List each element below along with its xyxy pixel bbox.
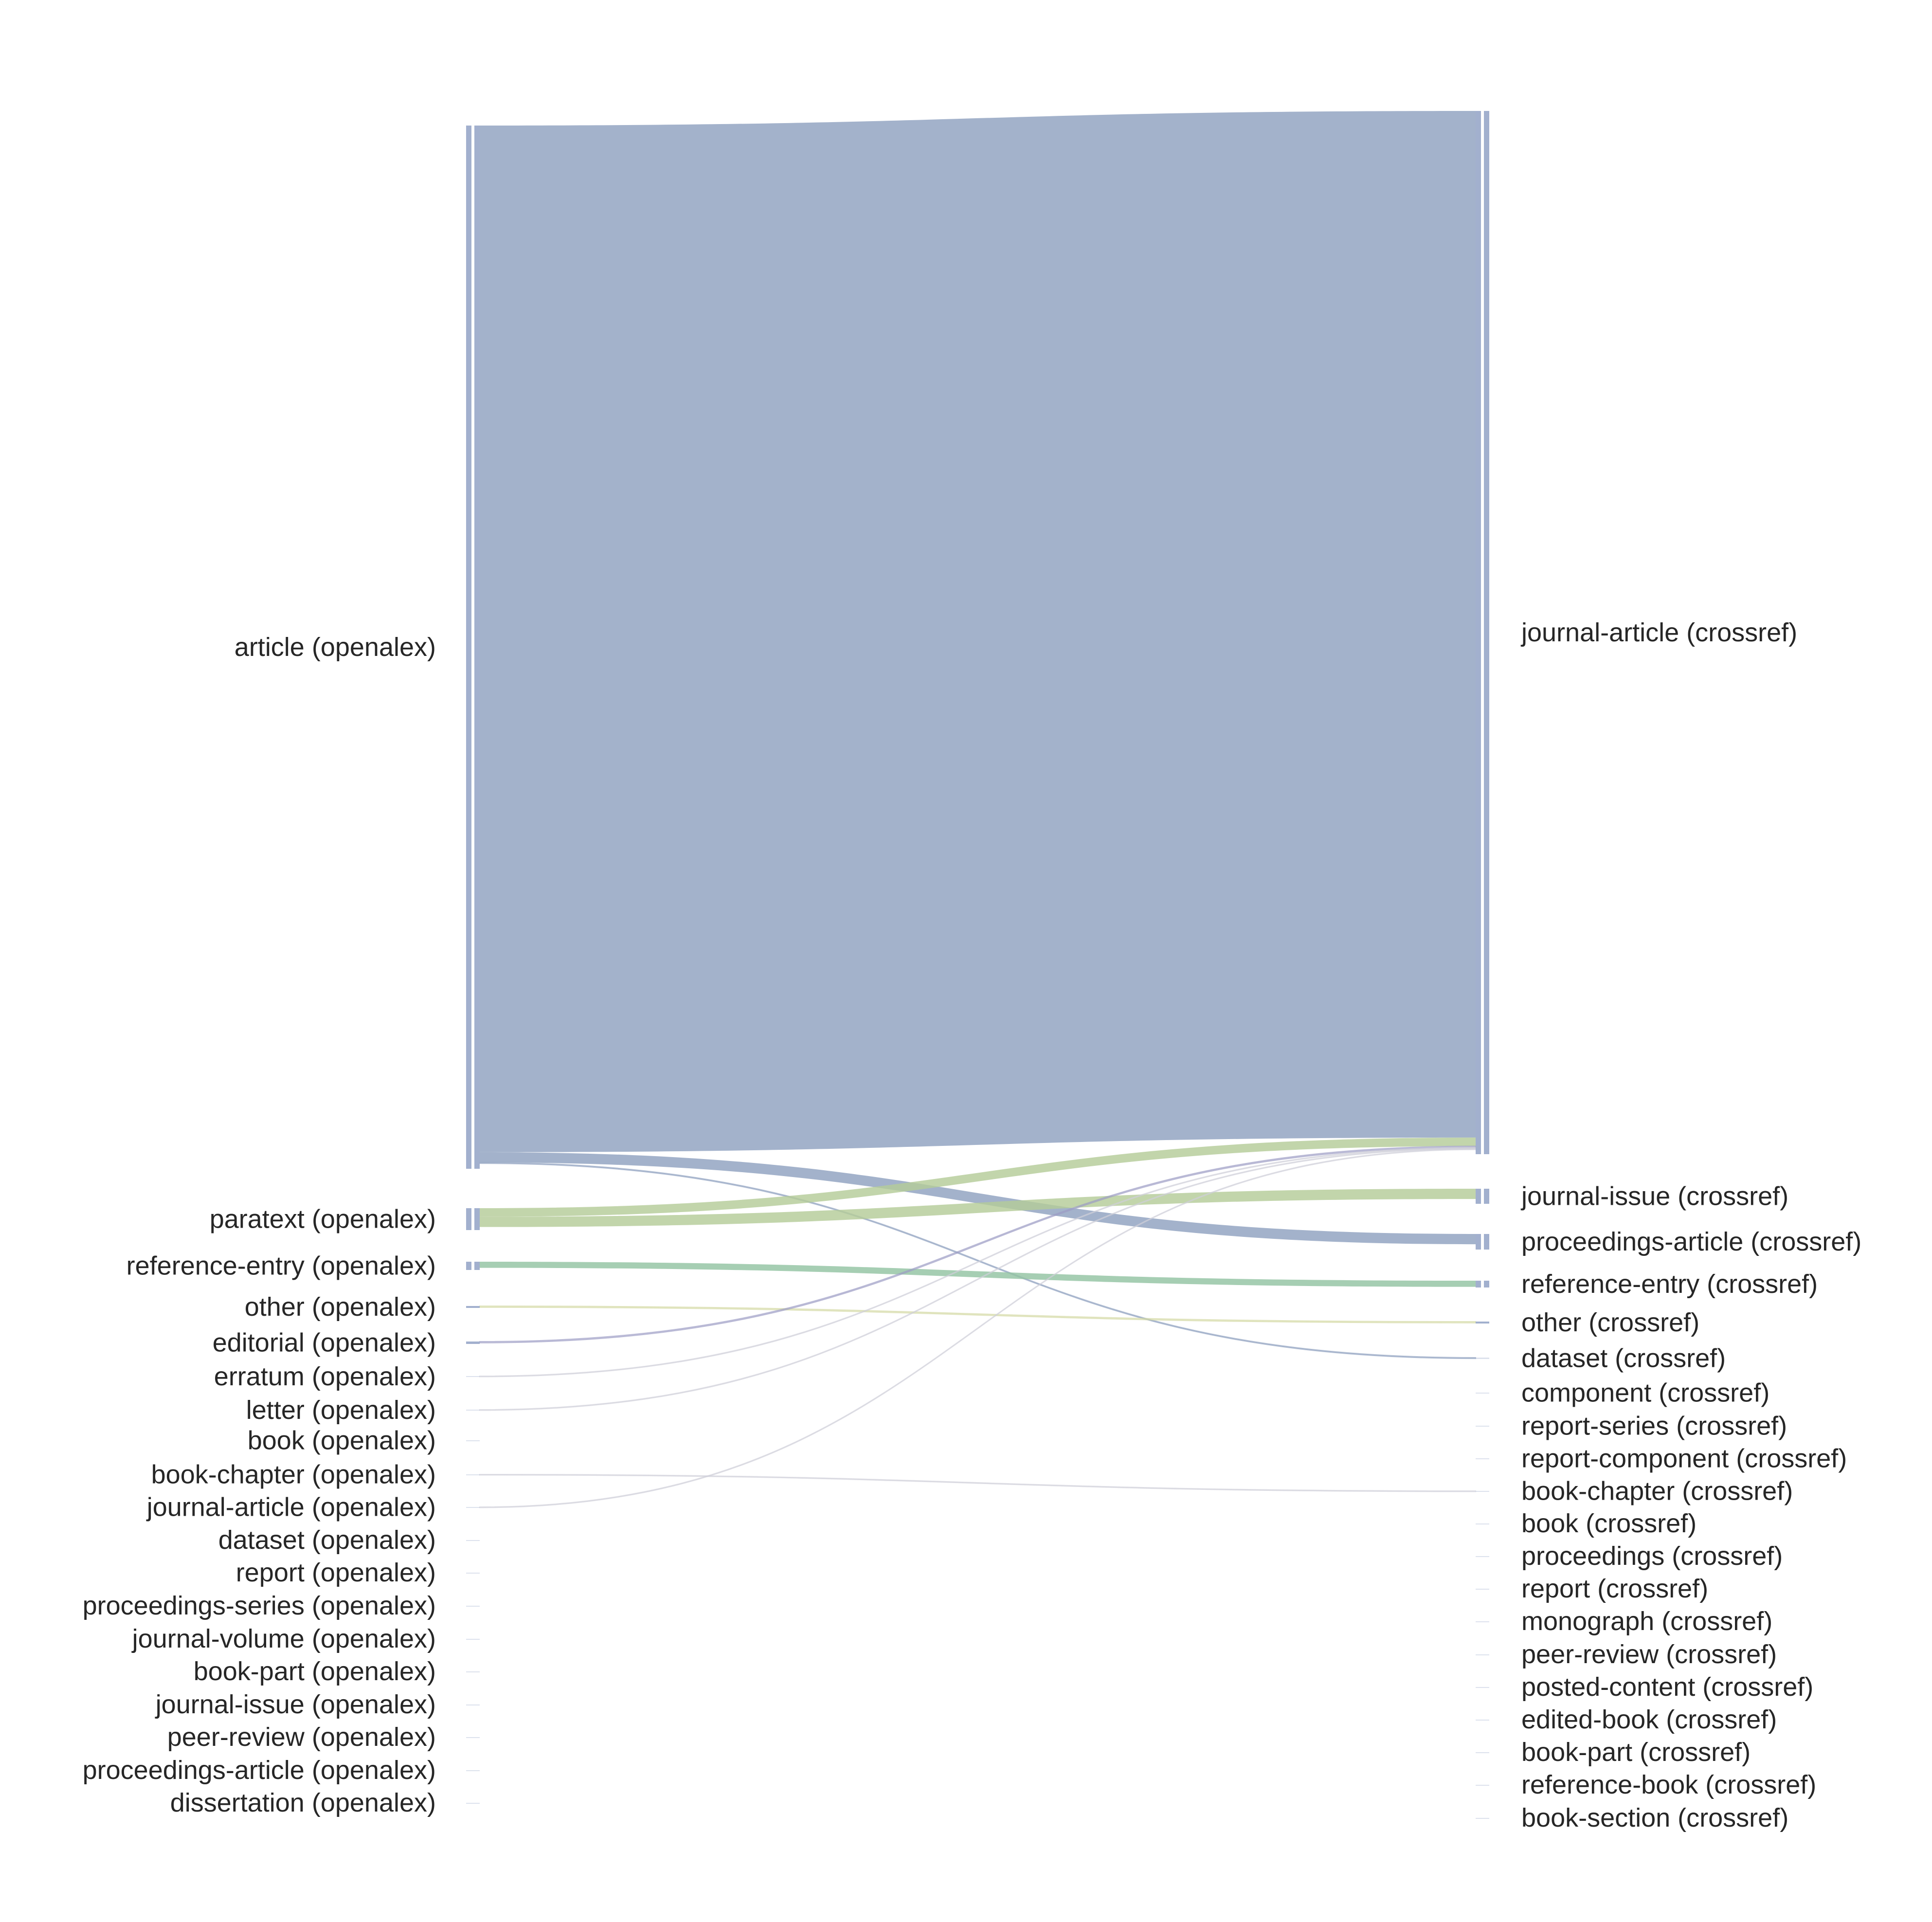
- target-node-dataset: [1476, 1358, 1489, 1359]
- source-label-other: other (openalex): [245, 1292, 436, 1322]
- target-label-booksection: book-section (crossref): [1521, 1803, 1788, 1832]
- source-label-dissertation: dissertation (openalex): [170, 1788, 436, 1817]
- source-node-procarticle: [466, 1770, 480, 1771]
- link-article-to-journalarticle: [480, 111, 1476, 1152]
- target-label-reportcomponent: report-component (crossref): [1521, 1444, 1847, 1473]
- target-node-report: [1476, 1589, 1489, 1590]
- source-label-journalissue: journal-issue (openalex): [155, 1690, 436, 1719]
- target-node-bookpart: [1476, 1752, 1489, 1753]
- target-label-postedcontent: posted-content (crossref): [1521, 1672, 1813, 1702]
- source-label-bookpart: book-part (openalex): [194, 1657, 436, 1686]
- link-other-to-other: [479, 1305, 1476, 1324]
- source-node-report: [466, 1573, 480, 1574]
- target-node-other: [1476, 1322, 1489, 1324]
- source-node-erratum: [466, 1376, 480, 1377]
- target-label-proceedings: proceedings (crossref): [1521, 1541, 1783, 1571]
- link-bookchapter-to-bookchapter: [479, 1473, 1476, 1492]
- source-node-journalissue: [466, 1704, 480, 1705]
- target-node-postedcontent: [1476, 1687, 1489, 1688]
- target-label-procarticle: proceedings-article (crossref): [1521, 1227, 1861, 1256]
- target-label-referencebook: reference-book (crossref): [1521, 1770, 1816, 1799]
- source-label-peerreview: peer-review (openalex): [167, 1723, 436, 1752]
- source-node-peerreview: [466, 1737, 480, 1738]
- source-label-journalarticle: journal-article (openalex): [146, 1493, 436, 1522]
- target-label-refentry: reference-entry (crossref): [1521, 1269, 1818, 1299]
- target-node-peerreview: [1476, 1654, 1489, 1655]
- source-node-bookpart: [466, 1671, 480, 1672]
- source-label-journalvolume: journal-volume (openalex): [131, 1624, 436, 1653]
- source-node-dataset: [466, 1540, 480, 1541]
- source-label-paratext: paratext (openalex): [210, 1205, 436, 1234]
- source-node-editorial: [466, 1342, 480, 1344]
- source-node-procseries: [466, 1606, 480, 1607]
- target-label-component: component (crossref): [1521, 1378, 1769, 1408]
- link-erratum-to-journalarticle: [479, 1147, 1476, 1378]
- source-label-bookchapter: book-chapter (openalex): [151, 1460, 436, 1489]
- source-node-journalvolume: [466, 1639, 480, 1640]
- target-node-referencebook: [1476, 1785, 1489, 1786]
- target-node-bookchapter: [1476, 1491, 1489, 1492]
- target-label-other: other (crossref): [1521, 1308, 1699, 1337]
- source-node-bookchapter: [466, 1474, 480, 1475]
- source-node-journalarticle: [466, 1507, 480, 1508]
- target-node-reportcomponent: [1476, 1458, 1489, 1459]
- target-node-book: [1476, 1523, 1489, 1524]
- target-node-reportseries: [1476, 1426, 1489, 1427]
- target-label-bookchapter: book-chapter (crossref): [1521, 1477, 1793, 1506]
- source-node-book: [466, 1440, 480, 1441]
- target-node-component: [1476, 1393, 1489, 1394]
- source-label-book: book (openalex): [248, 1426, 436, 1455]
- target-node-booksection: [1476, 1818, 1489, 1819]
- link-paratext-to-journalarticle: [480, 1137, 1476, 1217]
- source-label-refentry: reference-entry (openalex): [126, 1251, 436, 1281]
- target-label-dataset: dataset (crossref): [1521, 1344, 1726, 1373]
- target-label-book: book (crossref): [1521, 1509, 1697, 1538]
- nodes-layer: [466, 111, 1489, 1819]
- target-label-editedbook: edited-book (crossref): [1521, 1705, 1777, 1734]
- target-label-journalissue: journal-issue (crossref): [1520, 1182, 1788, 1211]
- link-paratext-to-journalissue: [480, 1189, 1476, 1227]
- source-label-editorial: editorial (openalex): [213, 1328, 436, 1358]
- source-node-dissertation: [466, 1803, 480, 1804]
- source-node-other: [466, 1306, 480, 1308]
- source-node-letter: [466, 1410, 480, 1411]
- target-label-reportseries: report-series (crossref): [1521, 1412, 1787, 1441]
- link-refentry-to-refentry: [480, 1262, 1476, 1287]
- target-node-editedbook: [1476, 1720, 1489, 1721]
- source-label-procarticle: proceedings-article (openalex): [83, 1756, 436, 1785]
- source-label-procseries: proceedings-series (openalex): [83, 1591, 436, 1620]
- source-label-letter: letter (openalex): [246, 1396, 436, 1425]
- target-node-proceedings: [1476, 1556, 1489, 1557]
- source-label-erratum: erratum (openalex): [214, 1362, 436, 1391]
- target-label-bookpart: book-part (crossref): [1521, 1738, 1751, 1767]
- target-label-monograph: monograph (crossref): [1521, 1607, 1772, 1636]
- links-layer: [479, 111, 1476, 1508]
- labels-layer: article (openalex) paratext (openalex) ref…: [83, 618, 1862, 1832]
- source-label-dataset: dataset (openalex): [218, 1525, 436, 1555]
- link-letter-to-journalarticle: [479, 1147, 1476, 1411]
- target-label-journalarticle: journal-article (crossref): [1520, 618, 1797, 647]
- link-article-to-procarticle: [480, 1152, 1476, 1245]
- target-label-peerreview: peer-review (crossref): [1521, 1640, 1777, 1669]
- source-label-report: report (openalex): [236, 1558, 436, 1587]
- target-node-monograph: [1476, 1621, 1489, 1622]
- source-label-article: article (openalex): [235, 633, 436, 662]
- target-label-report: report (crossref): [1521, 1574, 1708, 1603]
